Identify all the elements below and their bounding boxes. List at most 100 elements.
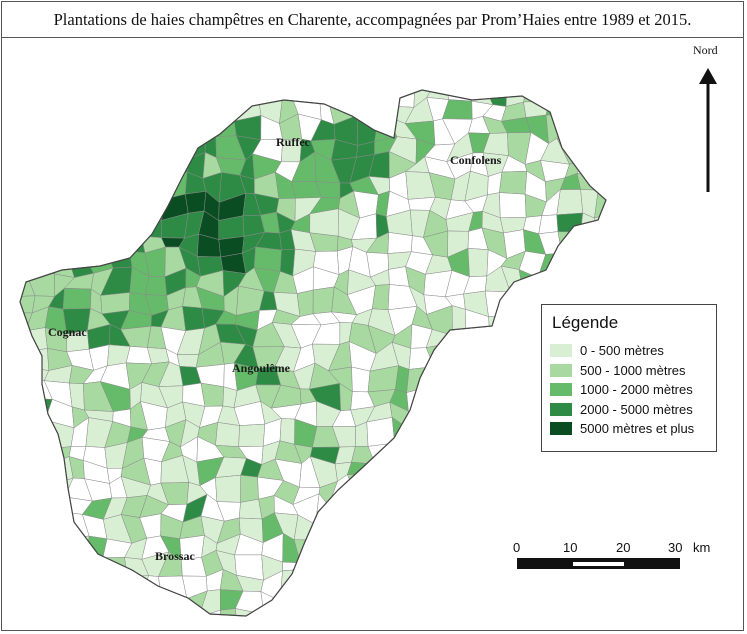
commune-area [575, 575, 605, 601]
commune-area [240, 474, 259, 503]
commune-area [449, 328, 467, 351]
commune-area [482, 440, 502, 469]
commune-area [444, 90, 473, 102]
commune-area [482, 467, 508, 482]
commune-area [500, 323, 528, 348]
commune-area [467, 362, 492, 391]
commune-area [29, 463, 49, 488]
commune-area [622, 267, 641, 296]
commune-area [641, 113, 663, 142]
commune-area [468, 570, 494, 595]
commune-area [157, 90, 190, 102]
commune-area [575, 589, 599, 616]
commune-area [24, 134, 52, 159]
commune-area [220, 608, 238, 616]
commune-area [446, 460, 472, 485]
commune-area [580, 232, 606, 249]
commune-area [526, 459, 545, 488]
commune-area [640, 611, 662, 631]
commune-area [104, 133, 128, 165]
commune-area [587, 97, 599, 116]
commune-area [499, 424, 532, 441]
commune-area [638, 253, 664, 276]
commune-area [373, 474, 397, 503]
commune-area [62, 287, 92, 310]
commune-area [613, 171, 640, 199]
commune-area [488, 553, 508, 576]
commune-area [488, 571, 508, 601]
commune-area [581, 516, 602, 543]
commune-area [68, 550, 92, 580]
commune-area [462, 590, 494, 616]
commune-area [621, 611, 643, 629]
commune-area [560, 103, 589, 116]
commune-area [329, 536, 358, 564]
commune-area [501, 438, 528, 469]
commune-area [32, 578, 55, 601]
commune-area [622, 256, 638, 276]
commune-area [348, 101, 379, 119]
commune-area [316, 590, 337, 614]
commune-area [70, 96, 91, 117]
commune-area [619, 231, 642, 258]
commune-area [20, 513, 29, 544]
commune-area [45, 615, 73, 616]
commune-area [24, 121, 53, 146]
commune-area [331, 589, 357, 613]
commune-area [371, 539, 399, 555]
commune-area [594, 114, 606, 139]
commune-area [20, 190, 37, 222]
legend-item: 0 - 500 mètres [550, 341, 708, 361]
commune-area [558, 631, 589, 632]
commune-area [467, 436, 487, 469]
commune-area [557, 267, 579, 298]
commune-area [169, 630, 189, 631]
commune-area [31, 90, 53, 100]
commune-area [107, 571, 130, 597]
commune-area [525, 518, 543, 539]
commune-area [292, 90, 322, 101]
legend-item: 1000 - 2000 mètres [550, 380, 708, 400]
commune-area [25, 327, 48, 351]
commune-area [90, 593, 109, 616]
commune-area [238, 423, 266, 447]
commune-area [44, 178, 67, 200]
commune-area [82, 229, 111, 258]
commune-area [412, 552, 429, 580]
commune-area [138, 170, 169, 199]
commune-area [47, 116, 75, 137]
commune-area [443, 363, 474, 390]
commune-area [70, 90, 85, 104]
commune-area [446, 483, 472, 500]
commune-area [87, 609, 110, 616]
commune-area [47, 550, 72, 579]
commune-area [89, 172, 114, 203]
commune-area [330, 518, 352, 541]
commune-area [490, 345, 511, 365]
commune-area [525, 573, 547, 600]
commune-area [582, 90, 601, 107]
commune-area [84, 94, 112, 119]
legend-label: 500 - 1000 mètres [580, 362, 686, 378]
north-label: Nord [693, 43, 718, 57]
commune-area [557, 231, 584, 254]
commune-area [296, 289, 314, 317]
commune-area [62, 172, 93, 196]
commune-area [500, 383, 528, 412]
commune-area [634, 78, 662, 103]
commune-area [20, 598, 36, 616]
commune-area [47, 134, 66, 159]
commune-area [490, 383, 507, 412]
commune-area [62, 191, 93, 219]
commune-area [320, 628, 332, 631]
commune-area [594, 463, 606, 487]
commune-area [185, 191, 207, 214]
commune-area [469, 419, 487, 449]
commune-area [111, 117, 128, 143]
commune-area [429, 363, 446, 390]
legend-swatch [550, 383, 572, 397]
commune-area [20, 350, 37, 369]
commune-area [595, 475, 606, 506]
commune-area [200, 382, 225, 407]
